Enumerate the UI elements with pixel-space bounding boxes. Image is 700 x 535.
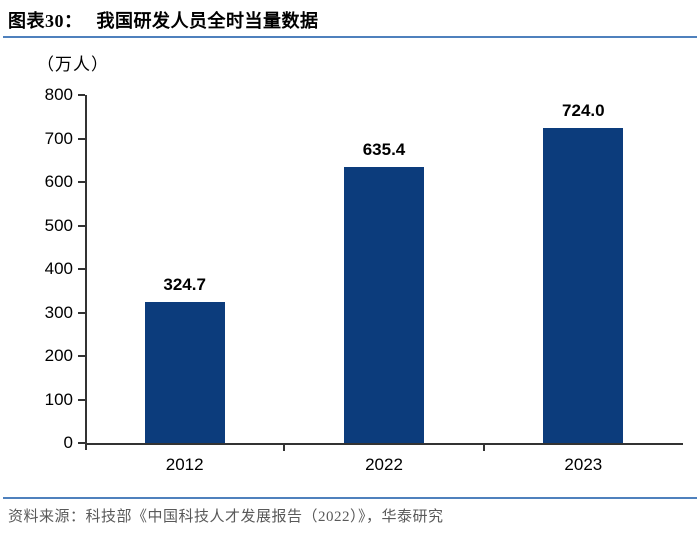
- x-axis-category-label: 2022: [365, 455, 403, 474]
- footer-divider-line: [3, 497, 697, 499]
- y-axis-tick-label: 200: [44, 346, 73, 365]
- x-axis-category-label: 2012: [165, 455, 204, 474]
- y-axis-tick-label: 700: [44, 128, 73, 148]
- title-divider-line: [3, 36, 697, 38]
- x-axis-tick: [283, 445, 286, 451]
- bar-value-label: 724.0: [562, 101, 605, 121]
- y-axis-tick-label: 300: [44, 302, 73, 322]
- y-axis-tick: [78, 398, 85, 401]
- x-axis-category-label: 2023: [564, 455, 603, 474]
- bar-2022: [344, 166, 424, 443]
- bar-2012: [144, 301, 225, 443]
- y-axis-tick-label: 400: [44, 259, 73, 278]
- x-axis-line: [85, 443, 683, 445]
- y-axis-tick-label: 600: [44, 172, 73, 191]
- figure-number-label: 图表30：: [8, 11, 83, 31]
- y-axis-tick: [78, 355, 85, 357]
- source-note: 资料来源：科技部《中国科技人才发展报告（2022）》，华泰研究: [8, 509, 444, 525]
- y-axis-tick: [78, 442, 85, 444]
- y-axis-tick-label: 500: [44, 215, 73, 235]
- bar-value-label: 635.4: [362, 139, 406, 159]
- bar-2023: [543, 128, 624, 443]
- y-axis-line: [85, 95, 87, 450]
- y-axis-unit-label: （万人）: [37, 55, 109, 74]
- y-axis-tick: [78, 224, 85, 227]
- x-axis-tick: [482, 445, 485, 451]
- y-axis-tick: [78, 268, 85, 270]
- y-axis-tick: [78, 311, 85, 314]
- y-axis-tick: [78, 137, 85, 140]
- y-axis-tick: [78, 94, 85, 96]
- y-axis-tick-label: 0: [63, 433, 73, 452]
- figure-title: 我国研发人员全时当量数据: [96, 11, 319, 31]
- figure-header: 图表30： 我国研发人员全时当量数据: [8, 7, 319, 33]
- y-axis-tick-label: 100: [44, 389, 73, 409]
- y-axis-tick-label: 800: [44, 85, 73, 104]
- y-axis-tick: [78, 181, 85, 183]
- bar-value-label: 324.7: [163, 274, 206, 294]
